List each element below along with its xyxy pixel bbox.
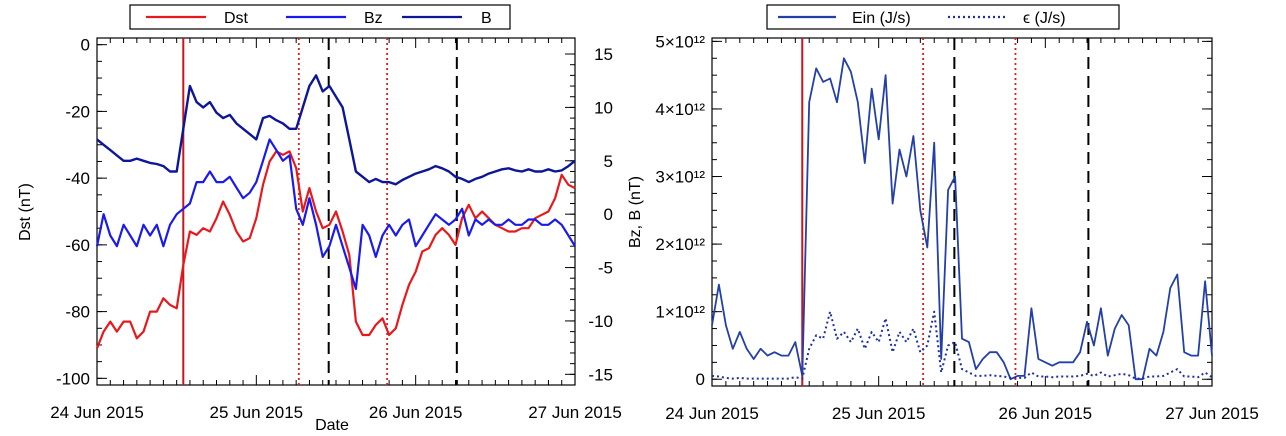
left-event-lines [182, 38, 458, 385]
y2-tick-label: 10 [594, 98, 613, 117]
dst-bz-b-panel: 0 -20 -40 -60 -80 -100 15 10 5 0 -5 -10 -15 24 Jun … [17, 4, 644, 434]
series-line-ein [711, 57, 1213, 381]
y-tick-label: -100 [56, 369, 90, 388]
y-tick-label: -80 [65, 303, 90, 322]
left-y-axis-title: Dst (nT) [17, 183, 34, 241]
x-tick-label: 26 Jun 2015 [369, 403, 463, 422]
x-tick-label: 24 Jun 2015 [665, 404, 759, 423]
right-x-tick-labels: 24 Jun 2015 25 Jun 2015 26 Jun 2015 27 Jun … [665, 404, 1259, 423]
y2-tick-label: -5 [598, 259, 613, 278]
right-legend: Ein (J/s) ϵ (J/s) [766, 4, 1120, 30]
x-tick-label: 26 Jun 2015 [999, 404, 1093, 423]
series-line-b [96, 74, 576, 186]
y-tick-label: 1×10¹² [655, 303, 705, 322]
left-legend: Dst Bz B [129, 4, 511, 30]
legend-label-epsilon: ϵ (J/s) [1023, 10, 1066, 27]
y2-tick-label: -10 [588, 312, 613, 331]
left-x-axis-title: Date [315, 417, 349, 434]
y-tick-label: -60 [65, 236, 90, 255]
x-tick-label: 27 Jun 2015 [1165, 404, 1259, 423]
right-event-lines [801, 38, 1090, 386]
x-tick-label: 27 Jun 2015 [528, 403, 622, 422]
series-line-dst [95, 150, 576, 349]
y-tick-label: 0 [696, 370, 705, 389]
y-tick-label: -20 [65, 102, 90, 121]
left-series-lines [95, 74, 576, 349]
y-tick-label: -40 [65, 169, 90, 188]
x-tick-label: 25 Jun 2015 [210, 403, 304, 422]
energy-input-panel: 0 1×10¹² 2×10¹² 3×10¹² 4×10¹² 5×10¹² 24 Jun 2… [655, 4, 1259, 423]
legend-label-dst: Dst [224, 10, 249, 27]
right-series-lines [711, 57, 1213, 381]
y-tick-label: 0 [81, 36, 90, 55]
right-y-tick-labels: 0 1×10¹² 2×10¹² 3×10¹² 4×10¹² 5×10¹² [655, 32, 705, 389]
x-tick-label: 24 Jun 2015 [50, 403, 144, 422]
y-tick-label: 5×10¹² [655, 32, 705, 51]
left-y-tick-labels: 0 -20 -40 -60 -80 -100 [56, 36, 90, 389]
legend-label-bz: Bz [364, 10, 383, 27]
y-tick-label: 2×10¹² [655, 235, 705, 254]
x-tick-label: 25 Jun 2015 [832, 404, 926, 423]
legend-label-b: B [481, 10, 492, 27]
y2-tick-label: 0 [604, 205, 613, 224]
y2-tick-label: 5 [604, 152, 613, 171]
left-x-tick-labels: 24 Jun 2015 25 Jun 2015 26 Jun 2015 27 Jun … [50, 403, 622, 422]
y-tick-label: 4×10¹² [655, 100, 705, 119]
left-y2-axis-title: Bz, B (nT) [627, 176, 644, 248]
series-line-epsilon [711, 310, 1213, 380]
left-y2-tick-labels: 15 10 5 0 -5 -10 -15 [588, 45, 613, 384]
left-tick-marks [96, 38, 576, 385]
y2-tick-label: 15 [594, 45, 613, 64]
legend-label-ein: Ein (J/s) [852, 10, 911, 27]
y-tick-label: 3×10¹² [655, 168, 705, 187]
series-line-bz [95, 138, 576, 290]
y2-tick-label: -15 [588, 365, 613, 384]
